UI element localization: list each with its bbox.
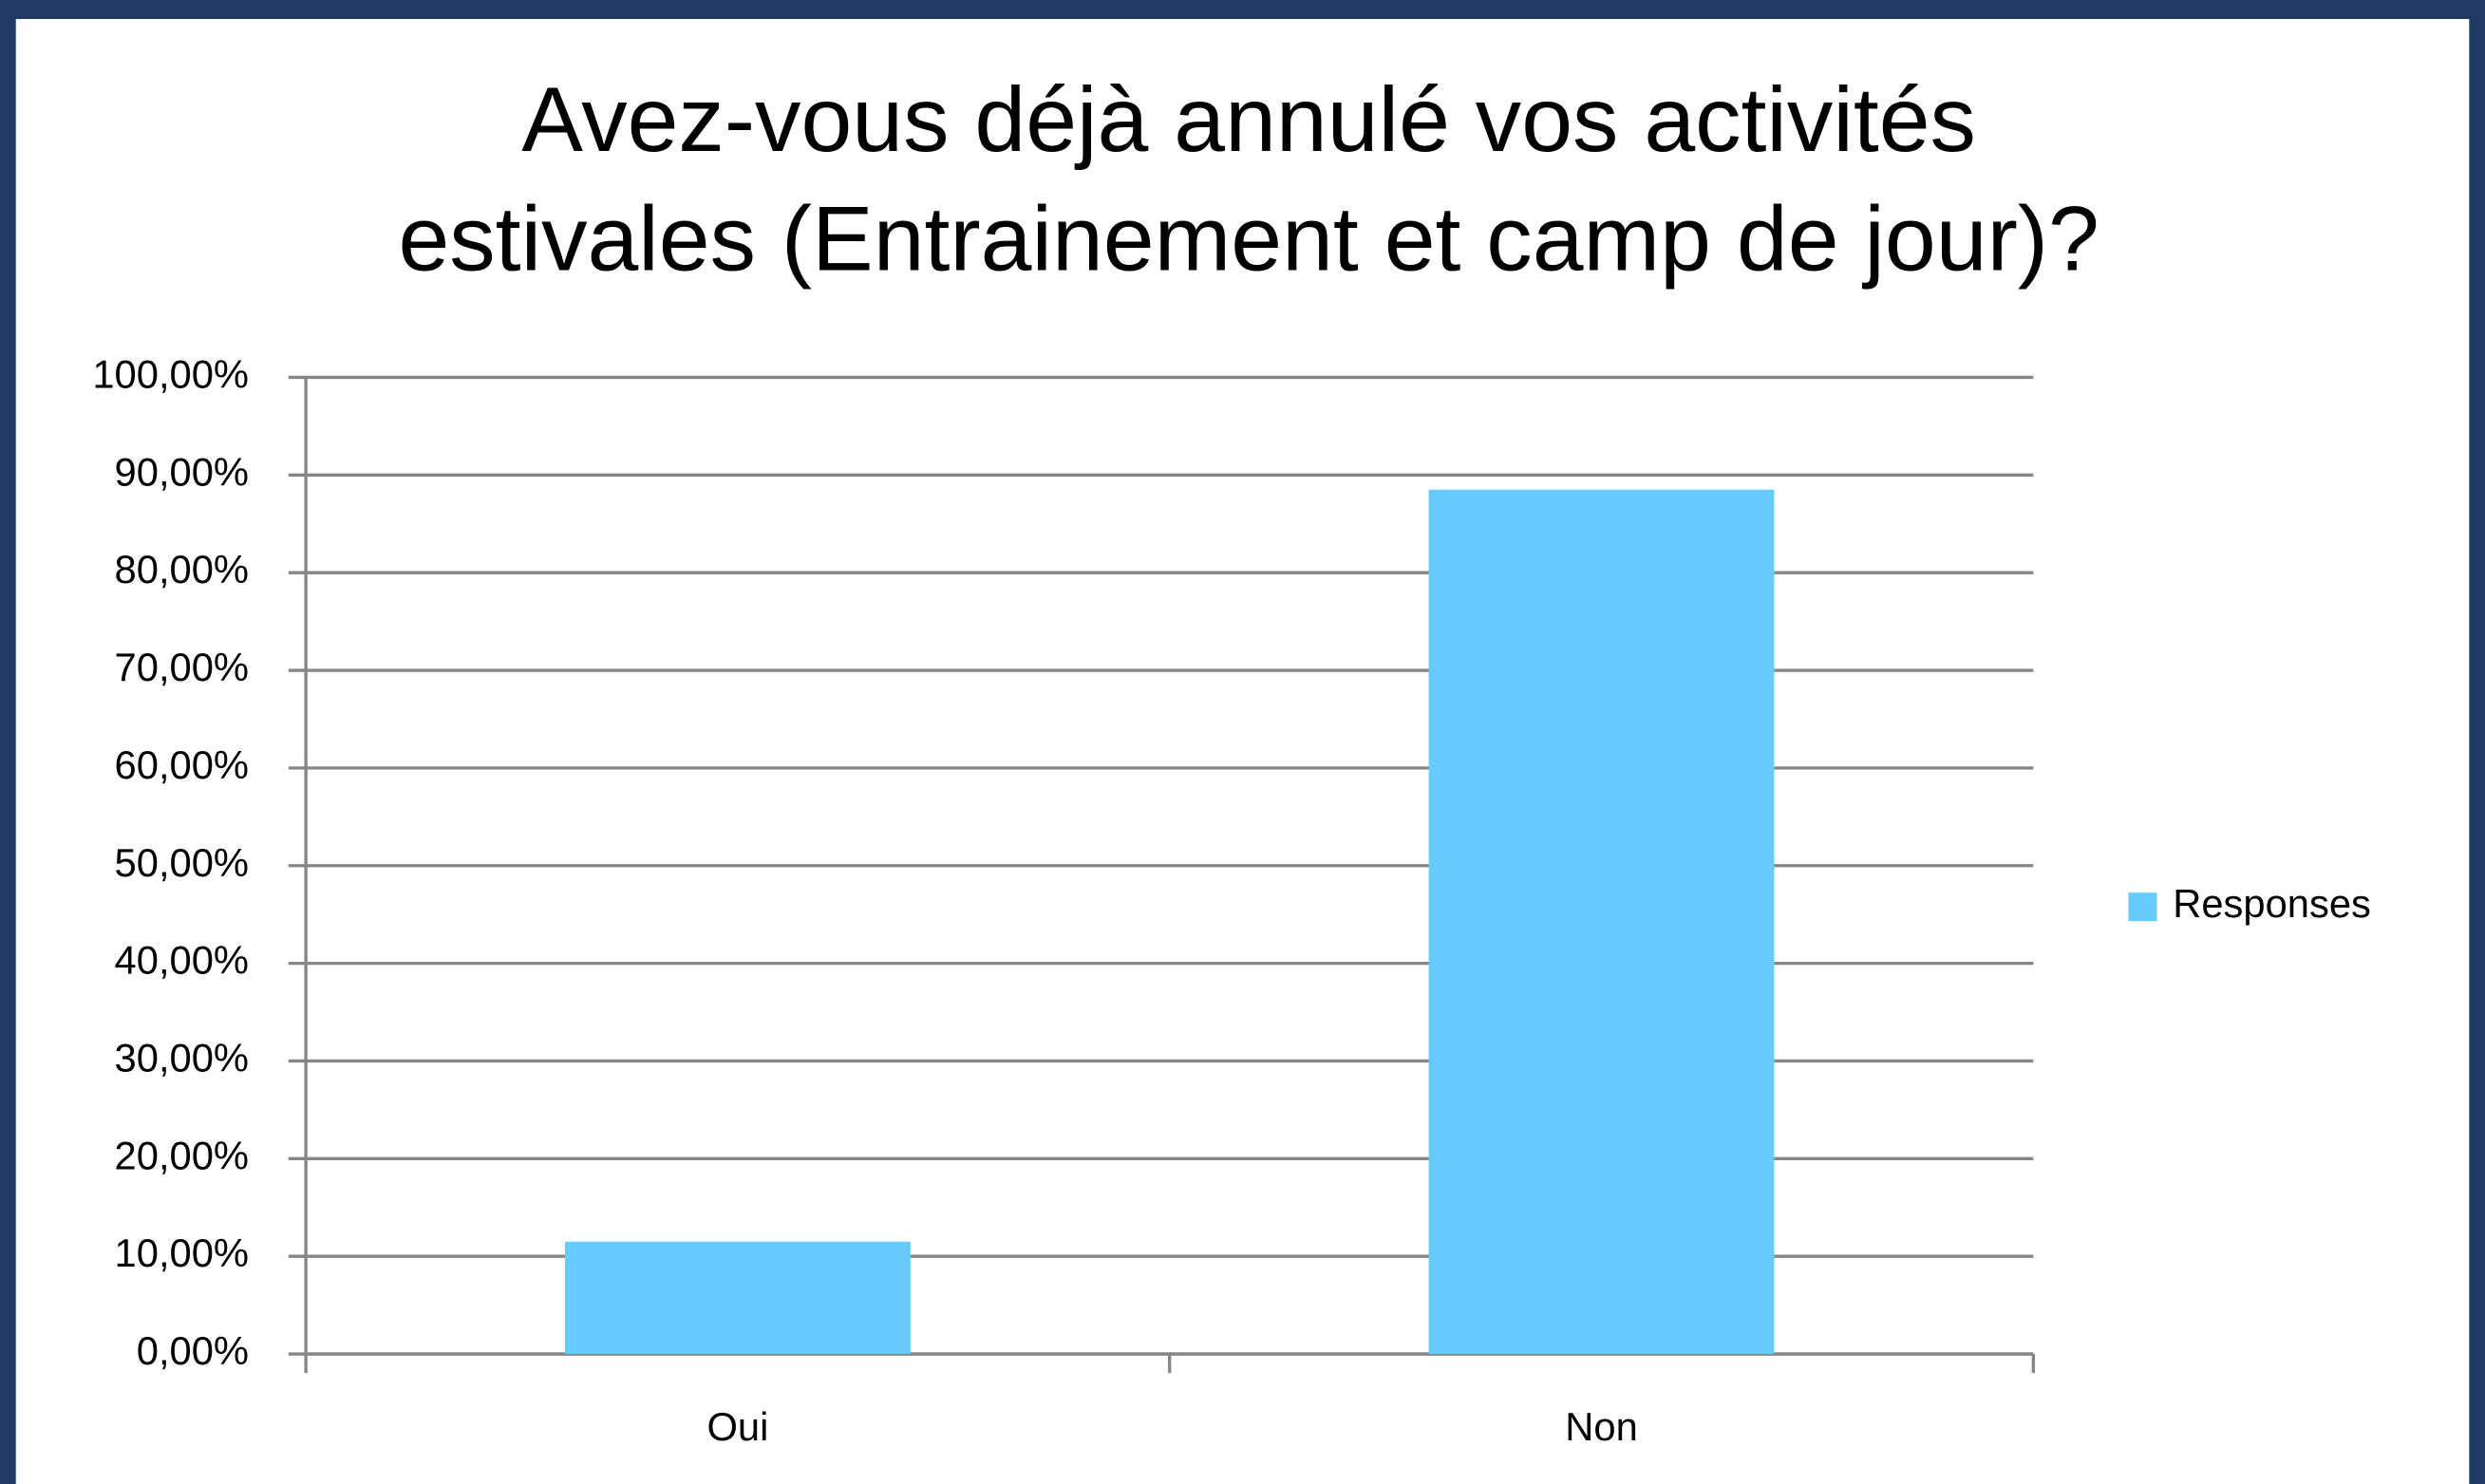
y-tick-label: 30,00% (115, 1035, 249, 1080)
y-tick-label: 60,00% (115, 742, 249, 787)
x-tick-label: Non (1565, 1404, 1638, 1449)
y-tick-label: 90,00% (115, 449, 249, 494)
y-tick-label: 50,00% (115, 840, 249, 885)
bar (565, 1241, 911, 1355)
y-tick-label: 70,00% (115, 645, 249, 689)
y-tick-label: 80,00% (115, 547, 249, 592)
chart-title: Avez-vous déjà annulé vos activités (521, 67, 1976, 171)
chart-area (15, 19, 2470, 1484)
y-tick-label: 10,00% (115, 1230, 249, 1275)
y-tick-label: 0,00% (137, 1328, 249, 1373)
y-tick-label: 100,00% (92, 351, 249, 396)
chart-title: estivales (Entrainement et camp de jour)… (398, 186, 2099, 290)
x-tick-label: Oui (706, 1404, 768, 1449)
y-tick-label: 40,00% (115, 938, 249, 983)
bar (1428, 489, 1775, 1355)
legend-swatch (2128, 892, 2157, 922)
legend-label: Responses (2173, 881, 2371, 926)
y-tick-label: 20,00% (115, 1133, 249, 1177)
